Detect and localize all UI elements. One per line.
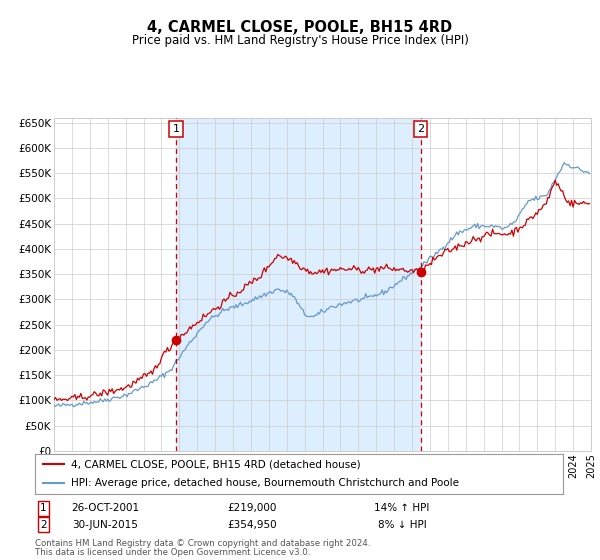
- Text: Contains HM Land Registry data © Crown copyright and database right 2024.: Contains HM Land Registry data © Crown c…: [35, 539, 370, 548]
- Text: This data is licensed under the Open Government Licence v3.0.: This data is licensed under the Open Gov…: [35, 548, 310, 557]
- Text: 4, CARMEL CLOSE, POOLE, BH15 4RD: 4, CARMEL CLOSE, POOLE, BH15 4RD: [148, 20, 452, 35]
- Text: £219,000: £219,000: [227, 503, 277, 514]
- Text: 8% ↓ HPI: 8% ↓ HPI: [377, 520, 427, 530]
- Text: 14% ↑ HPI: 14% ↑ HPI: [374, 503, 430, 514]
- Text: 26-OCT-2001: 26-OCT-2001: [71, 503, 139, 514]
- Text: £354,950: £354,950: [227, 520, 277, 530]
- Text: Price paid vs. HM Land Registry's House Price Index (HPI): Price paid vs. HM Land Registry's House …: [131, 34, 469, 46]
- Text: 1: 1: [40, 503, 47, 514]
- Text: 1: 1: [173, 124, 179, 134]
- Text: 2: 2: [417, 124, 424, 134]
- Text: 4, CARMEL CLOSE, POOLE, BH15 4RD (detached house): 4, CARMEL CLOSE, POOLE, BH15 4RD (detach…: [71, 459, 361, 469]
- Text: HPI: Average price, detached house, Bournemouth Christchurch and Poole: HPI: Average price, detached house, Bour…: [71, 478, 459, 488]
- Text: 2: 2: [40, 520, 47, 530]
- Bar: [176, 118, 421, 451]
- Text: 30-JUN-2015: 30-JUN-2015: [72, 520, 138, 530]
